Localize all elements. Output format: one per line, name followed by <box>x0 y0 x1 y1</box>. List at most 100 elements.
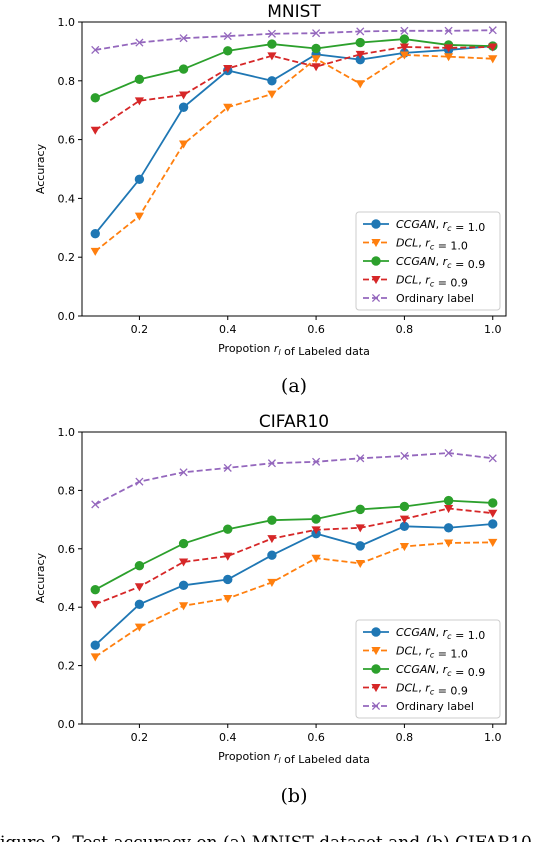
series-2 <box>90 495 498 595</box>
data-point <box>355 80 365 89</box>
data-point <box>444 26 453 35</box>
data-point <box>355 524 365 533</box>
legend-label: Ordinary label <box>396 700 474 713</box>
data-point <box>267 515 277 525</box>
series-1 <box>90 538 498 662</box>
data-point <box>400 451 409 461</box>
data-point <box>355 50 365 59</box>
data-point <box>223 46 233 56</box>
data-point <box>179 34 188 43</box>
legend-marker <box>371 293 381 303</box>
y-tick-label: 1.0 <box>58 16 76 29</box>
legend-box <box>355 619 501 719</box>
x-axis-label: Propotion rl of Labeled data <box>218 342 370 358</box>
series-line <box>94 46 493 131</box>
data-point <box>488 43 498 52</box>
series-line <box>94 499 493 591</box>
data-point <box>134 174 145 184</box>
series-0 <box>90 41 498 239</box>
legend-marker <box>371 647 381 656</box>
series-line <box>94 541 493 658</box>
y-tick-label: 0.6 <box>58 543 76 556</box>
data-point <box>443 53 454 62</box>
data-point <box>443 523 454 533</box>
data-point <box>488 509 498 518</box>
data-point <box>90 653 100 662</box>
data-point <box>267 52 277 61</box>
y-tick-label: 1.0 <box>58 426 76 439</box>
y-axis-label: Accuracy <box>34 143 47 194</box>
data-point <box>399 515 410 524</box>
legend-label: DCL, rc = 1.0 <box>396 237 468 253</box>
data-point <box>399 43 410 52</box>
data-point <box>135 38 144 47</box>
x-tick-label: 0.2 <box>131 731 149 744</box>
chart-panel-cifar10: CIFAR10 0.0 0.2 0.4 0.6 0.8 1.0 0.2 0.4 0.6 0.8 1.0… <box>34 412 507 807</box>
series-3 <box>90 505 498 609</box>
x-tick-label: 1.0 <box>484 323 502 336</box>
data-point <box>443 539 454 548</box>
data-point <box>488 454 497 463</box>
y-tick-label: 0.2 <box>58 660 76 673</box>
legend-marker <box>371 627 381 637</box>
data-point <box>355 541 365 551</box>
legend-entry: DCL, rc = 0.9 <box>363 274 468 290</box>
data-point <box>267 550 277 560</box>
legend-entry: CCGAN, rc = 1.0 <box>363 626 485 642</box>
data-point <box>223 103 233 112</box>
legend-label: CCGAN, rc = 1.0 <box>396 218 485 234</box>
data-point <box>311 554 321 563</box>
legend-entry: CCGAN, rc = 0.9 <box>363 663 485 679</box>
data-point <box>267 578 277 587</box>
data-point <box>223 524 233 534</box>
series-line <box>94 54 493 253</box>
data-point <box>223 463 232 472</box>
legend-entry: DCL, rc = 0.9 <box>363 682 468 698</box>
data-point <box>134 599 145 609</box>
legend-entry: DCL, rc = 1.0 <box>363 237 468 253</box>
legend: CCGAN, rc = 1.0 DCL, rc = 1.0 CCGAN, rc = … <box>355 211 501 311</box>
y-tick-label: 0.4 <box>58 601 76 614</box>
plot-frame <box>81 431 507 725</box>
data-point <box>356 27 365 36</box>
data-point <box>488 519 498 529</box>
chart-title: MNIST <box>267 2 321 22</box>
data-point <box>267 29 276 38</box>
data-point <box>444 448 453 458</box>
series-1 <box>90 51 498 256</box>
data-point <box>355 504 365 515</box>
x-tick-label: 0.4 <box>219 323 237 336</box>
y-tick-label: 0.6 <box>58 134 76 147</box>
data-point <box>399 501 410 512</box>
series-line <box>94 38 493 99</box>
data-point <box>178 558 189 567</box>
y-tick-label: 0.0 <box>58 310 76 323</box>
data-point <box>178 91 189 100</box>
legend-marker <box>371 239 381 248</box>
data-point <box>312 29 321 38</box>
x-tick-label: 1.0 <box>484 731 502 744</box>
x-tick-label: 0.8 <box>396 731 414 744</box>
legend-marker <box>371 701 381 711</box>
data-point <box>267 39 277 49</box>
data-point <box>178 538 189 549</box>
data-point <box>443 44 454 53</box>
data-point <box>267 535 277 544</box>
y-axis-label: Accuracy <box>34 552 47 603</box>
data-point <box>311 526 321 535</box>
series-line <box>94 45 493 235</box>
data-point <box>178 580 189 590</box>
data-point <box>223 32 232 41</box>
data-point <box>311 43 321 54</box>
legend-entry: Ordinary label <box>363 292 474 305</box>
data-point <box>488 498 498 508</box>
data-point <box>311 63 321 72</box>
data-point <box>134 623 145 632</box>
y-tick-label: 0.8 <box>58 75 76 88</box>
legend-box <box>355 211 501 311</box>
y-tick-label: 0.2 <box>58 251 76 264</box>
plot-frame <box>81 21 507 317</box>
data-point <box>443 495 454 506</box>
legend-label: Ordinary label <box>396 292 474 305</box>
legend-label: CCGAN, rc = 0.9 <box>396 663 485 679</box>
